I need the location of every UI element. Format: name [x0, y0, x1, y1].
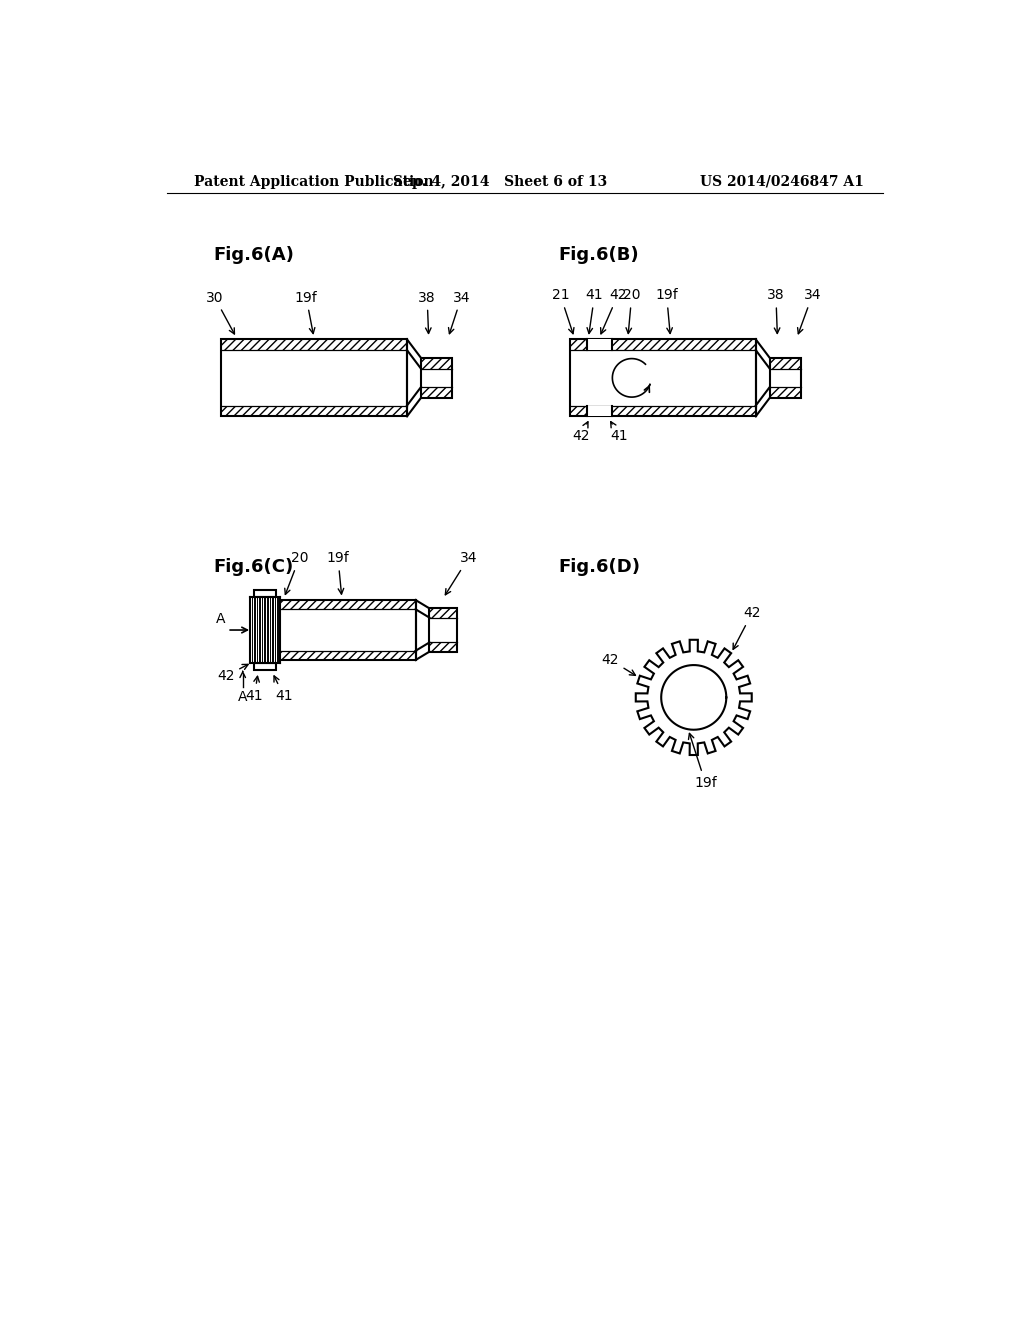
Text: Fig.6(D): Fig.6(D)	[558, 557, 640, 576]
Bar	[569, 339, 756, 350]
Text: 41: 41	[246, 676, 263, 702]
Text: 41: 41	[586, 288, 603, 334]
Text: Patent Application Publication: Patent Application Publication	[194, 174, 433, 189]
Text: 20: 20	[623, 288, 640, 334]
Polygon shape	[636, 640, 752, 755]
Bar	[587, 405, 611, 416]
Text: 34: 34	[449, 290, 470, 334]
Bar	[569, 405, 756, 416]
Text: 41: 41	[274, 676, 293, 702]
Text: 19f: 19f	[295, 290, 317, 334]
Text: 34: 34	[798, 288, 821, 334]
Bar	[587, 339, 611, 350]
Bar	[429, 609, 457, 652]
Text: 42: 42	[571, 422, 590, 444]
Text: US 2014/0246847 A1: US 2014/0246847 A1	[700, 174, 864, 189]
Bar	[429, 643, 457, 652]
Bar	[770, 358, 801, 397]
Bar	[221, 339, 407, 416]
Text: 42: 42	[217, 664, 248, 684]
Text: 20: 20	[285, 552, 308, 594]
Bar	[221, 339, 407, 350]
Text: 19f: 19f	[327, 552, 349, 594]
Text: 42: 42	[601, 652, 636, 676]
Text: Sep. 4, 2014   Sheet 6 of 13: Sep. 4, 2014 Sheet 6 of 13	[393, 174, 607, 189]
Bar	[221, 405, 407, 416]
Bar	[280, 601, 416, 660]
Text: Fig.6(C): Fig.6(C)	[213, 557, 294, 576]
Bar	[280, 651, 416, 660]
Text: 21: 21	[552, 288, 573, 334]
Bar	[429, 609, 457, 618]
Bar	[280, 601, 416, 610]
Text: A: A	[216, 612, 225, 626]
Text: 42: 42	[733, 606, 761, 649]
Bar	[421, 387, 452, 397]
Bar	[254, 663, 276, 671]
Text: Fig.6(A): Fig.6(A)	[213, 246, 294, 264]
Bar	[421, 358, 452, 397]
Text: 38: 38	[767, 288, 784, 334]
Text: 34: 34	[445, 552, 477, 595]
Text: 38: 38	[419, 290, 436, 334]
Text: 41: 41	[610, 421, 628, 444]
Text: 30: 30	[206, 290, 234, 334]
Text: 42: 42	[601, 288, 627, 334]
Text: 19f: 19f	[655, 288, 678, 334]
Text: Fig.6(B): Fig.6(B)	[558, 246, 639, 264]
Bar	[770, 387, 801, 397]
Text: A: A	[238, 689, 248, 704]
Bar	[770, 358, 801, 368]
Text: 19f: 19f	[688, 734, 717, 789]
Bar	[569, 339, 756, 416]
Bar	[421, 358, 452, 368]
Bar	[254, 590, 276, 598]
